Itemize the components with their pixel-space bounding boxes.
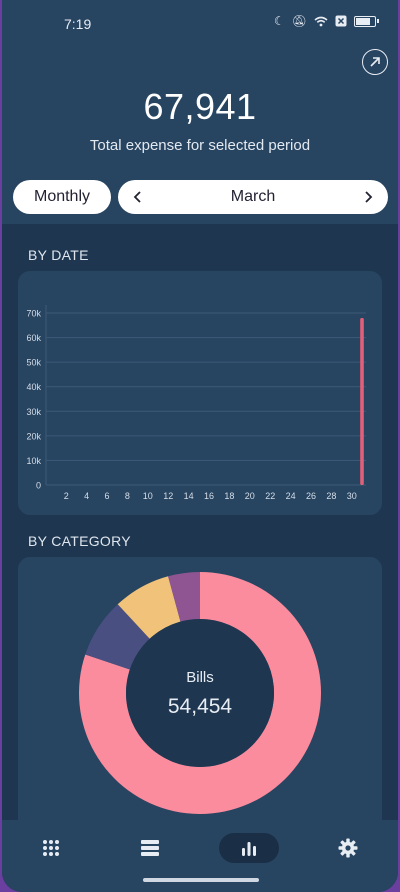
home-indicator (143, 878, 259, 882)
month-label: March (230, 188, 276, 205)
by-date-title: BY DATE (28, 247, 89, 263)
sim-off-icon (335, 15, 347, 27)
by-category-donut-chart[interactable] (18, 557, 382, 837)
y-tick-label: 70k (26, 309, 41, 319)
donut-center-label: Bills (186, 669, 214, 686)
y-tick-label: 30k (26, 407, 41, 417)
arrow-up-right-icon (370, 57, 380, 67)
month-selector: March (118, 180, 388, 214)
y-tick-label: 10k (26, 456, 41, 466)
previous-month-button[interactable] (128, 187, 148, 207)
y-tick-label: 0 (36, 481, 41, 491)
x-tick-label: 2 (64, 491, 69, 501)
x-tick-label: 18 (224, 491, 234, 501)
chevron-right-icon (365, 191, 373, 203)
x-tick-label: 4 (84, 491, 89, 501)
nav-transactions[interactable] (120, 833, 180, 863)
x-tick-label: 22 (265, 491, 275, 501)
bottom-navigation (2, 820, 398, 892)
x-tick-label: 28 (326, 491, 336, 501)
donut-center-value: 54,454 (167, 695, 233, 718)
y-tick-label: 50k (26, 358, 41, 368)
category-slice (78, 572, 321, 814)
x-tick-label: 30 (347, 491, 357, 501)
bell-off-icon: 🔕︎ (291, 14, 307, 28)
list-icon (141, 840, 159, 856)
y-tick-label: 40k (26, 382, 41, 392)
export-button[interactable] (362, 49, 388, 75)
x-tick-label: 10 (143, 491, 153, 501)
gear-icon (338, 838, 358, 858)
period-type-button[interactable]: Monthly (13, 180, 111, 214)
x-tick-label: 24 (286, 491, 296, 501)
total-expense-value: 67,941 (143, 86, 257, 127)
x-tick-label: 6 (104, 491, 109, 501)
y-tick-label: 60k (26, 333, 41, 343)
grid-icon (43, 840, 59, 856)
nav-categories[interactable] (21, 833, 81, 863)
status-time: 7:19 (64, 16, 92, 32)
bar-chart-icon (242, 842, 256, 856)
category-slice (117, 576, 181, 639)
summary-header: 7:19 ☾ 🔕︎ 67,941 Total expense for selec… (2, 0, 398, 224)
by-date-card: 0 10k 20k 30k 40k 50k 60k 70k 2 4 6 8 10 12 14 16 18 20 22… (18, 271, 382, 515)
x-tick-label: 16 (204, 491, 214, 501)
x-tick-label: 26 (306, 491, 316, 501)
wifi-icon (314, 16, 328, 26)
moon-icon: ☾ (274, 14, 285, 28)
category-slice (168, 572, 200, 622)
by-category-title: BY CATEGORY (28, 533, 131, 549)
x-tick-label: 12 (163, 491, 173, 501)
chevron-left-icon (133, 191, 141, 203)
next-month-button[interactable] (358, 187, 378, 207)
nav-statistics[interactable] (219, 833, 279, 863)
x-tick-label: 14 (184, 491, 194, 501)
total-expense-label: Total expense for selected period (89, 137, 311, 154)
x-tick-label: 8 (125, 491, 130, 501)
donut-hole (126, 619, 274, 767)
y-tick-label: 20k (26, 431, 41, 441)
category-slice (85, 604, 150, 670)
nav-settings[interactable] (318, 833, 378, 863)
status-icons: ☾ 🔕︎ (274, 14, 379, 28)
by-category-card: Bills 54,454 (18, 557, 382, 837)
date-bar (360, 318, 364, 485)
battery-icon (354, 15, 379, 27)
x-tick-label: 20 (245, 491, 255, 501)
